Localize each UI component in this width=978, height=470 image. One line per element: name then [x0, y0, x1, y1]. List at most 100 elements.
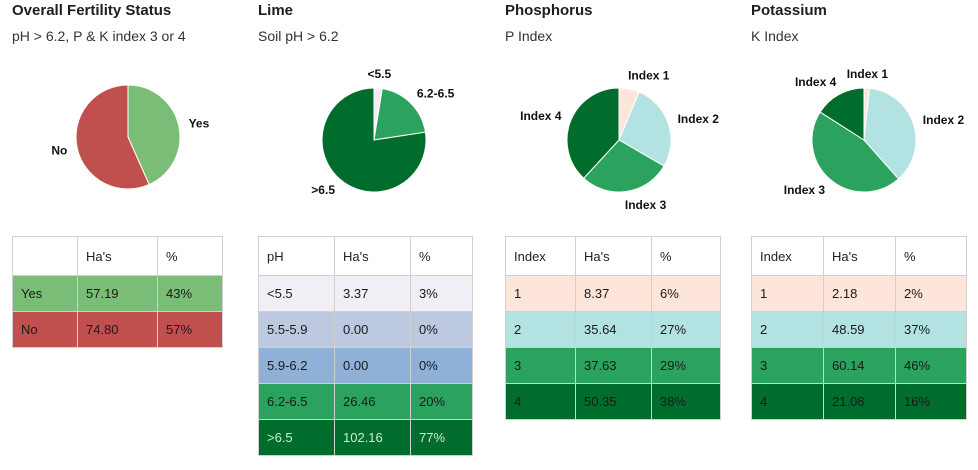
table-cell-ha: 74.80 — [77, 311, 158, 348]
column-header: Index — [505, 236, 576, 276]
panel-title: Overall Fertility Status — [12, 2, 172, 19]
table-cell-ha: 0.00 — [334, 347, 411, 384]
table-cell-label: 3 — [505, 347, 576, 384]
column-header: % — [157, 236, 223, 276]
table-cell-label: 5.5-5.9 — [258, 311, 335, 348]
panel-subtitle: P Index — [505, 28, 553, 44]
table-cell-pct: 57% — [157, 311, 223, 348]
table-cell-label: <5.5 — [258, 275, 335, 312]
pie-slice-index-3 — [811, 111, 900, 193]
pie-label: Index 1 — [628, 68, 670, 82]
pie-label: Index 3 — [784, 183, 826, 197]
table-cell-pct: 0% — [410, 347, 473, 384]
table-row: 5.5-5.9 0.00 0% — [258, 311, 473, 348]
table-row: 5.9-6.2 0.00 0% — [258, 347, 473, 384]
table-row: 4 21.08 16% — [751, 383, 967, 420]
table-cell-ha: 102.16 — [334, 419, 411, 456]
table-header-row: Index Ha's% — [505, 236, 721, 276]
table-cell-label: 5.9-6.2 — [258, 347, 335, 384]
column-header: % — [651, 236, 721, 276]
panel-phosphorus: Phosphorus P Index Index 1 Index 2 Index 3… — [505, 0, 721, 470]
panel-title: Potassium — [751, 2, 827, 19]
table-cell-ha: 26.46 — [334, 383, 411, 420]
pie-label: Index 3 — [625, 198, 667, 212]
table-row: 1 2.18 2% — [751, 275, 967, 312]
table-cell-pct: 46% — [895, 347, 967, 384]
table-cell-pct: 37% — [895, 311, 967, 348]
table-cell-ha: 0.00 — [334, 311, 411, 348]
pie-slice-6-5 — [321, 87, 427, 193]
table-header-row: pH Ha's% — [258, 236, 473, 276]
table-cell-label: 2 — [751, 311, 824, 348]
table-cell-pct: 2% — [895, 275, 967, 312]
table-cell-pct: 16% — [895, 383, 967, 420]
table-cell-ha: 35.64 — [575, 311, 652, 348]
pie-slice-index-3 — [583, 139, 665, 193]
table-cell-ha: 60.14 — [823, 347, 896, 384]
table-row: 3 37.63 29% — [505, 347, 721, 384]
pie-label: Index 4 — [795, 75, 837, 89]
column-header: Ha's — [575, 236, 652, 276]
table-cell-label: 2 — [505, 311, 576, 348]
table-row: 1 8.37 6% — [505, 275, 721, 312]
table-cell-pct: 3% — [410, 275, 473, 312]
table-row: <5.5 3.37 3% — [258, 275, 473, 312]
table-cell-label: Yes — [12, 275, 78, 312]
table-cell-label: >6.5 — [258, 419, 335, 456]
column-header: Index — [751, 236, 824, 276]
table-cell-label: 4 — [751, 383, 824, 420]
pie-slice-index-4 — [819, 87, 865, 141]
table-cell-pct: 27% — [651, 311, 721, 348]
pie-chart-phosphorus: Index 1 Index 2 Index 3 Index 4 — [520, 68, 720, 212]
table-cell-pct: 29% — [651, 347, 721, 384]
table-row: >6.5 102.16 77% — [258, 419, 473, 456]
panel-subtitle: Soil pH > 6.2 — [258, 28, 339, 44]
table-header-row: Ha's% — [12, 236, 223, 276]
table-cell-label: 1 — [505, 275, 576, 312]
pie-slice-index-4 — [566, 87, 620, 179]
table-row: 6.2-6.5 26.46 20% — [258, 383, 473, 420]
table-cell-ha: 3.37 — [334, 275, 411, 312]
pie-slice-yes — [127, 84, 181, 186]
pie-chart-lime: <5.5 6.2-6.5 >6.5 — [311, 67, 455, 197]
table-cell-ha: 57.19 — [77, 275, 158, 312]
table-row: 2 35.64 27% — [505, 311, 721, 348]
table-cell-ha: 2.18 — [823, 275, 896, 312]
table-cell-ha: 21.08 — [823, 383, 896, 420]
pie-label: >6.5 — [311, 183, 335, 197]
panel-lime: Lime Soil pH > 6.2 <5.5 6.2-6.5 >6.5 pH Ha'… — [258, 0, 473, 470]
pie-slice-6-2-6-5 — [373, 88, 426, 141]
table-cell-label: 4 — [505, 383, 576, 420]
table-cell-pct: 6% — [651, 275, 721, 312]
pie-label: Index 2 — [923, 113, 965, 127]
pie-chart-potassium: Index 1 Index 2 Index 3 Index 4 — [784, 67, 965, 197]
column-header: Ha's — [334, 236, 411, 276]
table-row: Yes 57.19 43% — [12, 275, 223, 312]
panel-overall-fertility: Overall Fertility Status pH > 6.2, P & K… — [12, 0, 223, 470]
table-cell-ha: 8.37 — [575, 275, 652, 312]
pie-label: 6.2-6.5 — [417, 87, 455, 101]
pie-label: Yes — [189, 116, 210, 130]
column-header: Ha's — [77, 236, 158, 276]
panel-title: Phosphorus — [505, 2, 593, 19]
pie-label: Index 2 — [678, 112, 720, 126]
column-header — [12, 236, 78, 276]
table-cell-label: 6.2-6.5 — [258, 383, 335, 420]
column-header: % — [895, 236, 967, 276]
pie-chart-overall: Yes No — [51, 84, 210, 190]
pie-slice-no — [75, 84, 150, 190]
table-row: 4 50.35 38% — [505, 383, 721, 420]
data-table-lime: pH Ha's% <5.5 3.37 3% 5.5-5.9 0.00 0% 5.9-6.2 0.0… — [258, 236, 473, 456]
table-cell-pct: 20% — [410, 383, 473, 420]
table-cell-label: 1 — [751, 275, 824, 312]
table-cell-pct: 38% — [651, 383, 721, 420]
table-row: 2 48.59 37% — [751, 311, 967, 348]
data-table-potassium: Index Ha's% 1 2.18 2% 2 48.59 37% 3 60.14 46% 4 21.0… — [751, 236, 967, 420]
table-cell-label: 3 — [751, 347, 824, 384]
table-cell-ha: 37.63 — [575, 347, 652, 384]
table-header-row: Index Ha's% — [751, 236, 967, 276]
data-table-overall: Ha's% Yes 57.19 43% No 74.80 57% — [12, 236, 223, 348]
column-header: Ha's — [823, 236, 896, 276]
table-row: No 74.80 57% — [12, 311, 223, 348]
